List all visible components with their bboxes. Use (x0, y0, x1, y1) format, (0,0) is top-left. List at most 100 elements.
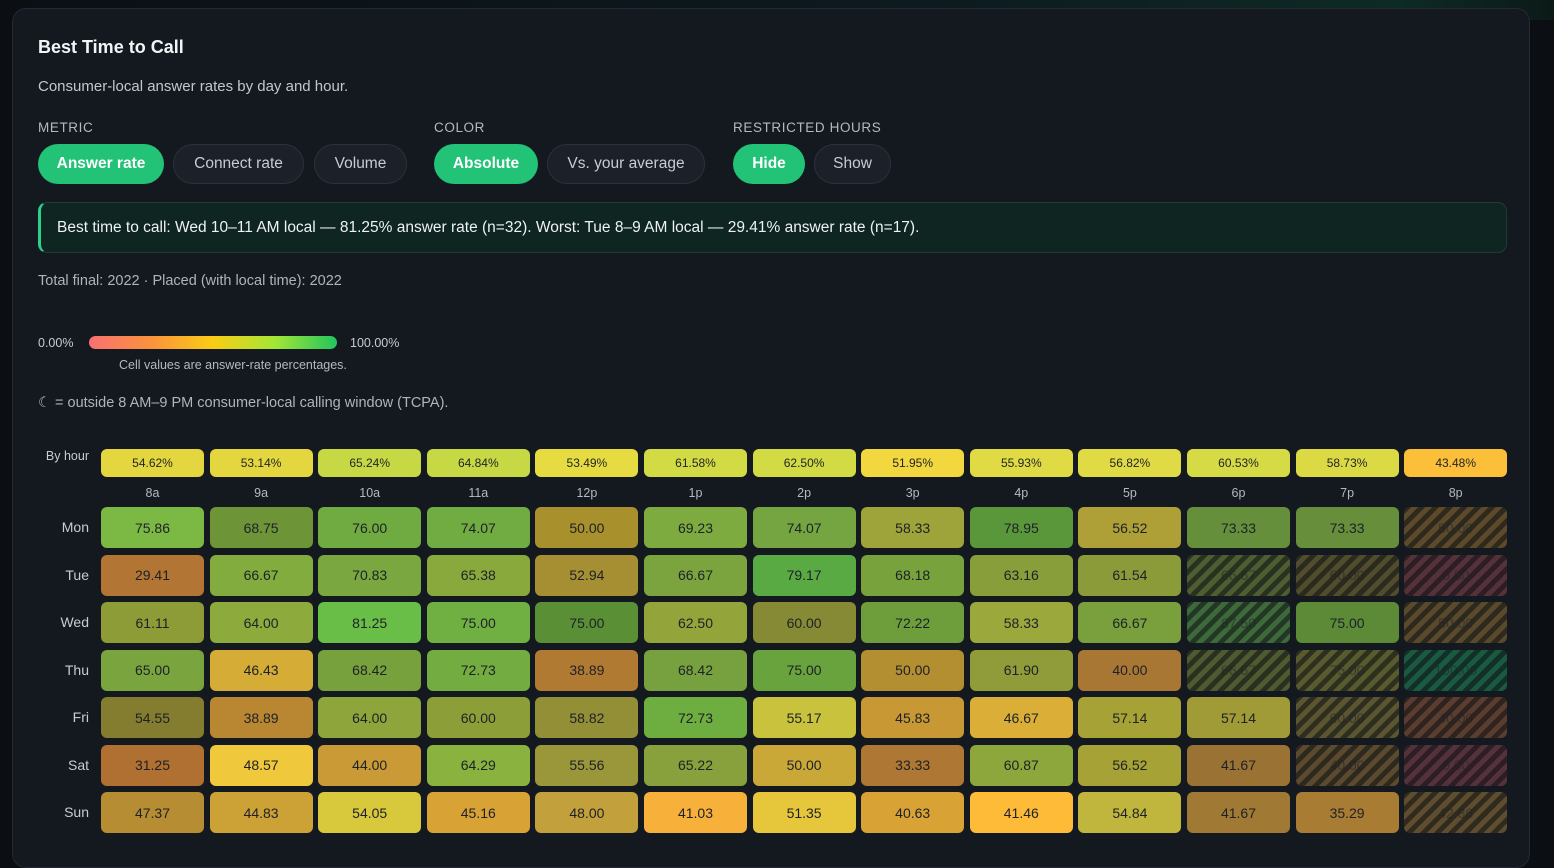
heatmap-cell-wed-3p[interactable]: 72.22 (861, 602, 965, 643)
heatmap-cell-sat-2p[interactable]: 50.00 (752, 744, 856, 786)
heatmap-cell-tue-4p[interactable]: 63.16 (969, 554, 1073, 596)
heatmap-cell-fri-1p[interactable]: 72.73 (644, 697, 747, 738)
heatmap-cell-mon-11a[interactable]: 74.07 (426, 507, 530, 548)
heatmap-cell-tue-3p[interactable]: 68.18 (861, 554, 965, 596)
heatmap-cell-tue-2p[interactable]: 79.17 (752, 554, 856, 596)
heatmap-cell-sat-8p[interactable]: 0.00 (1404, 744, 1508, 786)
color-label: COLOR (434, 120, 486, 135)
heatmap-cell-sun-9a[interactable]: 44.83 (209, 792, 313, 833)
heatmap-cell-thu-2p[interactable]: 75.00 (752, 649, 856, 691)
heatmap-cell-wed-1p[interactable]: 62.50 (644, 602, 747, 643)
heatmap-cell-mon-6p[interactable]: 73.33 (1187, 507, 1290, 548)
heatmap-cell-mon-7p[interactable]: 73.33 (1295, 507, 1399, 548)
heatmap-cell-tue-8a[interactable]: 29.41 (101, 554, 204, 596)
metric-connect-rate-button[interactable]: Connect rate (173, 144, 304, 184)
heatmap-cell-mon-8p[interactable]: 50.00 (1404, 507, 1508, 548)
heatmap-cell-mon-5p[interactable]: 56.52 (1078, 507, 1182, 548)
heatmap-cell-wed-12p[interactable]: 75.00 (535, 602, 639, 643)
heatmap-cell-fri-12p[interactable]: 58.82 (535, 697, 639, 738)
restricted-show-button[interactable]: Show (814, 144, 891, 184)
heatmap-cell-fri-8p[interactable]: 40.00 (1404, 697, 1508, 738)
heatmap-cell-sun-8p[interactable]: 42.86 (1404, 792, 1508, 833)
heatmap-cell-thu-4p[interactable]: 61.90 (969, 649, 1073, 691)
heatmap-cell-sat-10a[interactable]: 44.00 (318, 744, 422, 786)
heatmap-cell-fri-2p[interactable]: 55.17 (752, 697, 856, 738)
heatmap-cell-sun-4p[interactable]: 41.46 (969, 792, 1073, 833)
metric-volume-button[interactable]: Volume (314, 144, 407, 184)
heatmap-cell-wed-6p[interactable]: 87.50 (1187, 602, 1290, 643)
heatmap-cell-mon-9a[interactable]: 68.75 (209, 507, 313, 548)
heatmap-cell-sun-6p[interactable]: 41.67 (1187, 792, 1290, 833)
metric-answer-rate-button[interactable]: Answer rate (38, 144, 164, 184)
heatmap-cell-fri-11a[interactable]: 60.00 (426, 697, 530, 738)
heatmap-cell-fri-7p[interactable]: 60.00 (1295, 697, 1399, 738)
heatmap-cell-fri-8a[interactable]: 54.55 (101, 697, 204, 738)
heatmap-cell-thu-9a[interactable]: 46.43 (209, 649, 313, 691)
heatmap-cell-tue-10a[interactable]: 70.83 (318, 554, 422, 596)
color-vs-average-button[interactable]: Vs. your average (547, 144, 705, 184)
heatmap-cell-mon-2p[interactable]: 74.07 (752, 507, 856, 548)
heatmap-cell-fri-4p[interactable]: 46.67 (969, 697, 1073, 738)
heatmap-cell-sat-6p[interactable]: 41.67 (1187, 744, 1290, 786)
heatmap-cell-mon-10a[interactable]: 76.00 (318, 507, 422, 548)
heatmap-cell-mon-1p[interactable]: 69.23 (644, 507, 747, 548)
heatmap-cell-sun-1p[interactable]: 41.03 (644, 792, 747, 833)
heatmap-cell-mon-8a[interactable]: 75.86 (101, 507, 204, 548)
heatmap-cell-wed-8p[interactable]: 50.00 (1404, 602, 1508, 643)
heatmap-cell-tue-6p[interactable]: 66.67 (1187, 554, 1290, 596)
heatmap-cell-sun-3p[interactable]: 40.63 (861, 792, 965, 833)
heatmap-cell-wed-9a[interactable]: 64.00 (209, 602, 313, 643)
heatmap-cell-sat-3p[interactable]: 33.33 (861, 744, 965, 786)
heatmap-cell-sat-4p[interactable]: 60.87 (969, 744, 1073, 786)
heatmap-cell-thu-8a[interactable]: 65.00 (101, 649, 204, 691)
heatmap-cell-sat-8a[interactable]: 31.25 (101, 744, 204, 786)
heatmap-cell-wed-8a[interactable]: 61.11 (101, 602, 204, 643)
heatmap-cell-fri-3p[interactable]: 45.83 (861, 697, 965, 738)
heatmap-cell-wed-11a[interactable]: 75.00 (426, 602, 530, 643)
heatmap-cell-sat-11a[interactable]: 64.29 (426, 744, 530, 786)
heatmap-cell-mon-4p[interactable]: 78.95 (969, 507, 1073, 548)
heatmap-cell-fri-5p[interactable]: 57.14 (1078, 697, 1182, 738)
heatmap-cell-thu-6p[interactable]: 66.67 (1187, 649, 1290, 691)
heatmap-cell-sun-5p[interactable]: 54.84 (1078, 792, 1182, 833)
heatmap-cell-thu-3p[interactable]: 50.00 (861, 649, 965, 691)
heatmap-cell-tue-8p[interactable]: 0.00 (1404, 554, 1508, 596)
heatmap-cell-wed-10a[interactable]: 81.25 (318, 602, 422, 643)
heatmap-cell-tue-12p[interactable]: 52.94 (535, 554, 639, 596)
heatmap-cell-tue-9a[interactable]: 66.67 (209, 554, 313, 596)
heatmap-cell-thu-5p[interactable]: 40.00 (1078, 649, 1182, 691)
heatmap-cell-thu-7p[interactable]: 75.00 (1295, 649, 1399, 691)
heatmap-cell-sat-5p[interactable]: 56.52 (1078, 744, 1182, 786)
heatmap-cell-sat-1p[interactable]: 65.22 (644, 744, 747, 786)
heatmap-cell-tue-1p[interactable]: 66.67 (644, 554, 747, 596)
heatmap-cell-value: 68.18 (895, 567, 931, 583)
heatmap-cell-sun-7p[interactable]: 35.29 (1295, 792, 1399, 833)
heatmap-cell-sun-8a[interactable]: 47.37 (101, 792, 204, 833)
heatmap-cell-tue-5p[interactable]: 61.54 (1078, 554, 1182, 596)
heatmap-cell-tue-7p[interactable]: 60.00 (1295, 554, 1399, 596)
heatmap-cell-wed-4p[interactable]: 58.33 (969, 602, 1073, 643)
heatmap-cell-mon-12p[interactable]: 50.00 (535, 507, 639, 548)
color-absolute-button[interactable]: Absolute (434, 144, 538, 184)
heatmap-cell-sat-7p[interactable]: 40.00 (1295, 744, 1399, 786)
heatmap-cell-fri-6p[interactable]: 57.14 (1187, 697, 1290, 738)
heatmap-cell-wed-5p[interactable]: 66.67 (1078, 602, 1182, 643)
heatmap-cell-fri-10a[interactable]: 64.00 (318, 697, 422, 738)
heatmap-cell-sun-11a[interactable]: 45.16 (426, 792, 530, 833)
heatmap-cell-thu-10a[interactable]: 68.42 (318, 649, 422, 691)
heatmap-cell-thu-11a[interactable]: 72.73 (426, 649, 530, 691)
heatmap-cell-fri-9a[interactable]: 38.89 (209, 697, 313, 738)
heatmap-cell-thu-8p[interactable]: 100.00 (1404, 649, 1508, 691)
heatmap-cell-sat-9a[interactable]: 48.57 (209, 744, 313, 786)
heatmap-cell-mon-3p[interactable]: 58.33 (861, 507, 965, 548)
restricted-hide-button[interactable]: Hide (733, 144, 805, 184)
heatmap-cell-sun-2p[interactable]: 51.35 (752, 792, 856, 833)
heatmap-cell-thu-12p[interactable]: 38.89 (535, 649, 639, 691)
heatmap-cell-thu-1p[interactable]: 68.42 (644, 649, 747, 691)
heatmap-cell-wed-7p[interactable]: 75.00 (1295, 602, 1399, 643)
heatmap-cell-sat-12p[interactable]: 55.56 (535, 744, 639, 786)
heatmap-cell-wed-2p[interactable]: 60.00 (752, 602, 856, 643)
heatmap-cell-sun-10a[interactable]: 54.05 (318, 792, 422, 833)
heatmap-cell-sun-12p[interactable]: 48.00 (535, 792, 639, 833)
heatmap-cell-tue-11a[interactable]: 65.38 (426, 554, 530, 596)
